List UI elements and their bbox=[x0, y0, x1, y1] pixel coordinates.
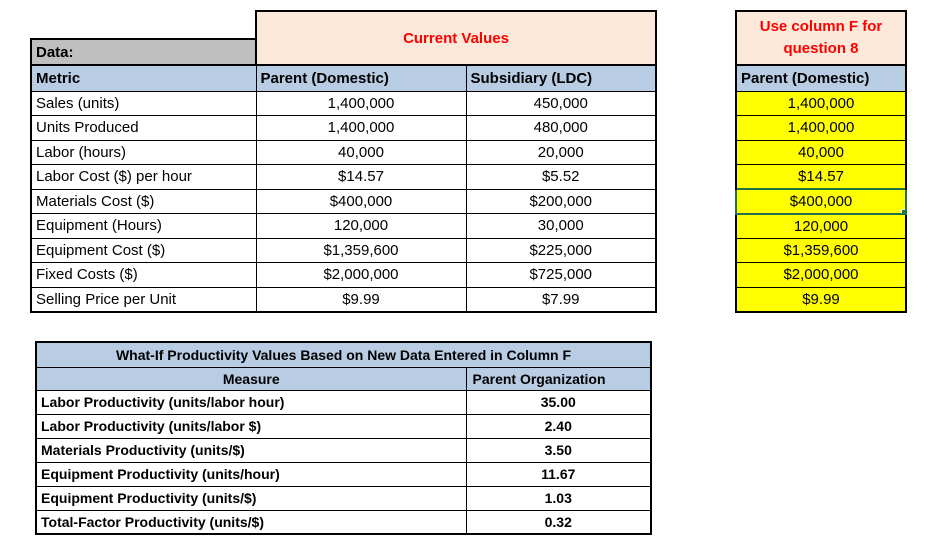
subsidiary-column-header: Subsidiary (LDC) bbox=[465, 64, 657, 92]
measure-label-cell: Equipment Productivity (units/$) bbox=[35, 485, 467, 511]
table-row: $1,359,600 bbox=[735, 237, 907, 263]
metric-label-cell: Units Produced bbox=[30, 115, 257, 141]
parent-value-cell: 1,400,000 bbox=[255, 115, 467, 141]
spacer-cell bbox=[31, 11, 256, 39]
table-row: Equipment Cost ($) $1,359,600 $225,000 bbox=[30, 237, 657, 263]
table-row: $14.57 bbox=[735, 164, 907, 190]
table-row: Materials Cost ($) $400,000 $200,000 bbox=[30, 188, 657, 214]
column-f-value-cell[interactable]: 120,000 bbox=[735, 213, 907, 239]
column-f-header-row: Use column F for question 8 bbox=[735, 10, 907, 66]
subsidiary-value-cell: 20,000 bbox=[465, 139, 657, 165]
parent-value-cell: 120,000 bbox=[255, 213, 467, 239]
fill-handle[interactable] bbox=[901, 208, 904, 212]
selected-cell-value: $400,000 bbox=[789, 192, 853, 210]
parent-column-header: Parent (Domestic) bbox=[255, 64, 467, 92]
measure-label-cell: Total-Factor Productivity (units/$) bbox=[35, 509, 467, 535]
table-row: Total-Factor Productivity (units/$) 0.32 bbox=[35, 509, 653, 535]
table-row: Labor Productivity (units/labor $) 2.40 bbox=[35, 413, 653, 439]
metric-label-cell: Equipment Cost ($) bbox=[30, 237, 257, 263]
metric-column-header: Metric bbox=[30, 64, 257, 92]
table-row: Fixed Costs ($) $2,000,000 $725,000 bbox=[30, 262, 657, 288]
productivity-value-cell: 11.67 bbox=[465, 461, 653, 487]
column-f-parent-header: Parent (Domestic) bbox=[735, 64, 907, 92]
table-row: Equipment Productivity (units/$) 1.03 bbox=[35, 485, 653, 511]
table-row: $400,000 bbox=[735, 188, 907, 215]
parent-value-cell: $400,000 bbox=[255, 188, 467, 214]
subsidiary-value-cell: 450,000 bbox=[465, 90, 657, 116]
subsidiary-value-cell: $200,000 bbox=[465, 188, 657, 214]
header-block-row: Current Values bbox=[31, 10, 657, 66]
subsidiary-value-cell: $5.52 bbox=[465, 164, 657, 190]
column-f-value-cell[interactable]: $9.99 bbox=[735, 286, 907, 313]
parent-value-cell: $14.57 bbox=[255, 164, 467, 190]
subsidiary-value-cell: 480,000 bbox=[465, 115, 657, 141]
column-header-row: Metric Parent (Domestic) Subsidiary (LDC… bbox=[30, 64, 657, 92]
parent-value-cell: $1,359,600 bbox=[255, 237, 467, 263]
measure-label-cell: Equipment Productivity (units/hour) bbox=[35, 461, 467, 487]
table-row: 120,000 bbox=[735, 213, 907, 239]
metric-label-cell: Selling Price per Unit bbox=[30, 286, 257, 313]
parent-org-column-header: Parent Organization bbox=[465, 366, 653, 391]
table-row: Selling Price per Unit $9.99 $7.99 bbox=[30, 286, 657, 313]
parent-value-cell: 40,000 bbox=[255, 139, 467, 165]
table-row: Units Produced 1,400,000 480,000 bbox=[30, 115, 657, 141]
subsidiary-value-cell: $725,000 bbox=[465, 262, 657, 288]
whatif-header-row: Measure Parent Organization bbox=[35, 366, 653, 391]
metric-label-cell: Materials Cost ($) bbox=[30, 188, 257, 214]
column-f-value-cell[interactable]: $2,000,000 bbox=[735, 262, 907, 288]
whatif-title: What-If Productivity Values Based on New… bbox=[34, 341, 653, 368]
metric-label-cell: Fixed Costs ($) bbox=[30, 262, 257, 288]
data-section-label: Data: bbox=[30, 38, 257, 66]
column-f-value-cell[interactable]: 1,400,000 bbox=[735, 115, 907, 141]
table-row: 1,400,000 bbox=[735, 115, 907, 141]
subsidiary-value-cell: $7.99 bbox=[465, 286, 657, 313]
metric-label-cell: Labor Cost ($) per hour bbox=[30, 164, 257, 190]
column-f-colhead-row: Parent (Domestic) bbox=[735, 64, 907, 92]
table-row: Equipment Productivity (units/hour) 11.6… bbox=[35, 461, 653, 487]
whatif-title-row: What-If Productivity Values Based on New… bbox=[34, 341, 653, 368]
column-f-selected-cell[interactable]: $400,000 bbox=[735, 188, 907, 215]
whatif-productivity-table: What-If Productivity Values Based on New… bbox=[34, 341, 653, 535]
table-row: 40,000 bbox=[735, 139, 907, 165]
parent-value-cell: 1,400,000 bbox=[255, 90, 467, 116]
measure-label-cell: Labor Productivity (units/labor hour) bbox=[35, 389, 467, 415]
current-values-table: Current Values Data: Metric Parent (Dome… bbox=[30, 10, 657, 313]
column-f-table: Use column F for question 8 Parent (Dome… bbox=[735, 10, 907, 313]
table-row: $2,000,000 bbox=[735, 262, 907, 288]
column-f-value-cell[interactable]: 40,000 bbox=[735, 139, 907, 165]
measure-label-cell: Materials Productivity (units/$) bbox=[35, 437, 467, 463]
measure-column-header: Measure bbox=[35, 366, 467, 391]
parent-value-cell: $9.99 bbox=[255, 286, 467, 313]
table-row: Labor (hours) 40,000 20,000 bbox=[30, 139, 657, 165]
productivity-value-cell: 2.40 bbox=[465, 413, 653, 439]
table-row: $9.99 bbox=[735, 286, 907, 313]
column-f-value-cell[interactable]: 1,400,000 bbox=[735, 90, 907, 116]
productivity-value-cell: 3.50 bbox=[465, 437, 653, 463]
data-label-row: Data: bbox=[30, 38, 656, 66]
metric-label-cell: Sales (units) bbox=[30, 90, 257, 116]
productivity-value-cell: 1.03 bbox=[465, 485, 653, 511]
measure-label-cell: Labor Productivity (units/labor $) bbox=[35, 413, 467, 439]
productivity-value-cell: 35.00 bbox=[465, 389, 653, 415]
table-row: 1,400,000 bbox=[735, 90, 907, 116]
column-f-value-cell[interactable]: $14.57 bbox=[735, 164, 907, 190]
productivity-value-cell: 0.32 bbox=[465, 509, 653, 535]
table-row: Equipment (Hours) 120,000 30,000 bbox=[30, 213, 657, 239]
parent-value-cell: $2,000,000 bbox=[255, 262, 467, 288]
column-f-instruction-header: Use column F for question 8 bbox=[735, 10, 907, 66]
table-row: Materials Productivity (units/$) 3.50 bbox=[35, 437, 653, 463]
table-row: Labor Cost ($) per hour $14.57 $5.52 bbox=[30, 164, 657, 190]
table-row: Sales (units) 1,400,000 450,000 bbox=[30, 90, 657, 116]
subsidiary-value-cell: $225,000 bbox=[465, 237, 657, 263]
column-f-value-cell[interactable]: $1,359,600 bbox=[735, 237, 907, 263]
table-row: Labor Productivity (units/labor hour) 35… bbox=[35, 389, 653, 415]
subsidiary-value-cell: 30,000 bbox=[465, 213, 657, 239]
current-values-header: Current Values bbox=[255, 10, 657, 66]
metric-label-cell: Equipment (Hours) bbox=[30, 213, 257, 239]
metric-label-cell: Labor (hours) bbox=[30, 139, 257, 165]
